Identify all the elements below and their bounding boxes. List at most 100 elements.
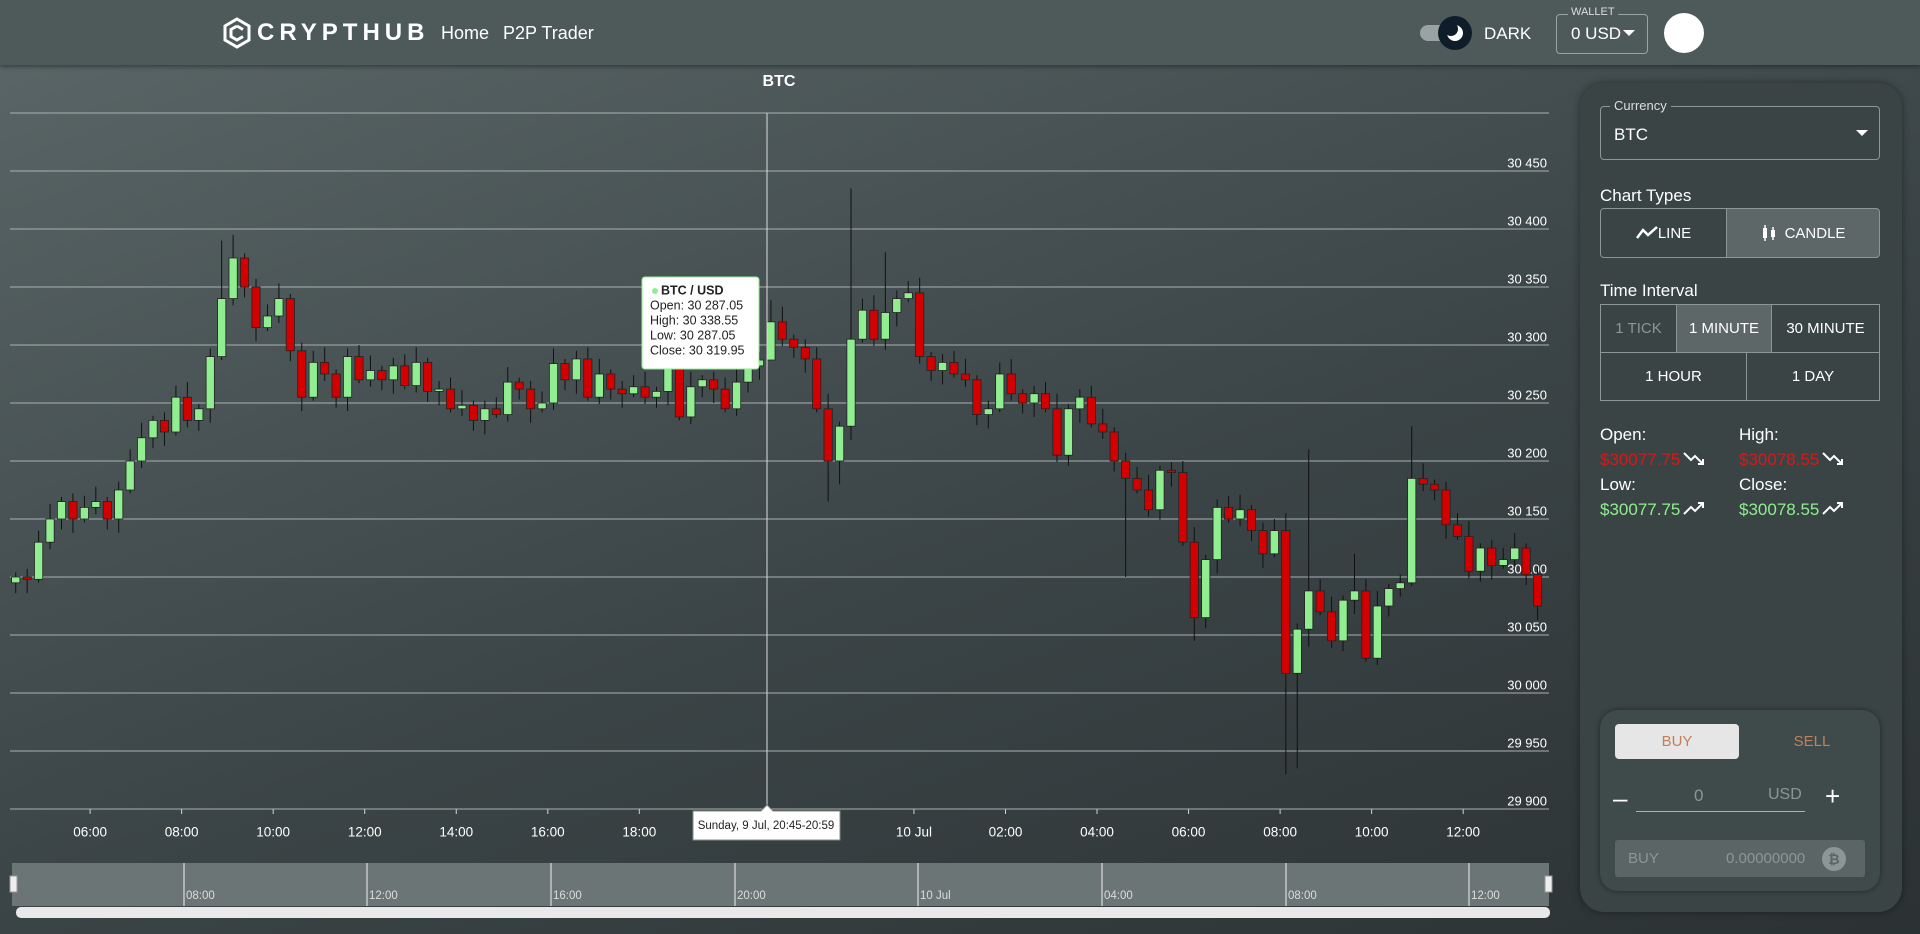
candle-body [1029,393,1039,404]
theme-label: DARK [1484,24,1532,43]
candle-body [583,358,593,398]
interval-button[interactable]: 1 MINUTE [1676,304,1772,353]
navigator-handle[interactable] [1544,875,1553,893]
candle-body [159,419,169,433]
interval-button[interactable]: 1 DAY [1746,352,1880,401]
candle-body [903,292,913,299]
candle-body [194,408,204,421]
candle-body [732,381,742,410]
moon-icon [1444,22,1463,41]
candle-body [526,388,536,410]
chart-type-line[interactable]: LINE [1600,208,1727,258]
candle-body [388,365,398,381]
candle-body [125,460,135,491]
tooltip-box [641,276,760,370]
candle-body [983,408,993,415]
candle-body [434,388,444,392]
candle-body [686,386,696,418]
navigator[interactable] [12,863,1549,906]
navigator-label: 10 Jul [920,890,951,902]
wallet-value: 0 USD [1571,24,1622,43]
candle-body [308,361,318,398]
plus-button[interactable]: + [1825,781,1841,811]
x-tick-label: 16:00 [531,825,565,840]
chart-type-candle[interactable]: CANDLE [1726,208,1880,258]
buy-tab[interactable]: BUY [1615,724,1739,759]
candle-body [1292,628,1302,674]
candle-body [1189,541,1199,619]
candle-body [1441,489,1451,526]
candle-body [1464,536,1474,572]
tooltip-line: Close: 30 319.95 [650,343,745,357]
candle-body [251,286,261,328]
tooltip-dot [652,288,658,294]
trend-down-icon [1683,452,1704,465]
interval-button[interactable]: 1 HOUR [1600,352,1747,401]
tooltip-line: High: 30 338.55 [650,313,738,327]
navigator-handle[interactable] [9,875,18,893]
candle-body [137,437,147,462]
minus-button[interactable]: – [1613,783,1628,813]
x-tick-label: 12:00 [1446,825,1480,840]
sell-tab[interactable]: SELL [1793,733,1831,750]
candle-body [1166,469,1176,473]
avatar[interactable] [1664,13,1704,53]
candle-body [1041,393,1051,410]
candle-body [880,312,890,340]
candle-body [560,363,570,381]
x-tick-label: 14:00 [439,825,473,840]
logo-icon [223,17,251,49]
candle-body [1281,530,1291,674]
candle-body [228,257,238,299]
close-value: $30078.55 [1739,500,1820,519]
candle-body [457,404,467,410]
candle-body [503,381,513,415]
tooltip-title: BTC / USD [661,283,724,297]
candle-body [640,386,650,398]
candle-body [915,292,925,357]
open-value: $30077.75 [1600,450,1681,469]
candle-body [1235,509,1245,520]
candle-body [274,298,284,317]
candle-body [320,361,330,375]
candle-body [1304,590,1314,630]
candle-body [1384,588,1394,607]
candle-body [331,373,341,398]
candle-body [1086,396,1096,425]
candle-body [1327,611,1337,642]
crosshair-label-text: Sunday, 9 Jul, 20:45-20:59 [698,820,835,832]
candle-body [926,356,936,371]
navigator-label: 20:00 [737,890,766,902]
nav-p2p[interactable]: P2P Trader [503,23,594,43]
y-tick-label: 30 400 [1507,213,1547,228]
candle-body [571,358,581,381]
candle-body [1533,574,1543,607]
nav-home[interactable]: Home [441,23,490,43]
candle-body [1258,530,1268,555]
candle-body [800,346,810,360]
candle-body [102,501,112,520]
candle-body [411,361,421,386]
y-tick-label: 30 250 [1507,387,1547,402]
candle-body [491,408,501,415]
candle-body [949,361,959,375]
buy-amount: 0.00000000 [1726,850,1806,867]
candle-body [972,379,982,415]
candle-body [617,388,627,395]
candle-body [240,257,250,288]
candle-body [629,386,639,395]
candle-body [857,309,867,340]
candle-body [1132,477,1142,491]
candle-body [285,298,295,352]
trend-up-icon [1683,502,1704,515]
amount-input[interactable]: 0 [1694,786,1704,805]
candle-body [1338,599,1348,642]
scrollbar[interactable] [16,907,1550,918]
interval-button[interactable]: 30 MINUTE [1771,304,1880,353]
currency-select[interactable] [1600,106,1880,160]
candle-body [262,315,272,329]
candle-body [365,370,375,381]
candle-body [1018,393,1028,404]
interval-button[interactable]: 1 TICK [1600,304,1677,353]
